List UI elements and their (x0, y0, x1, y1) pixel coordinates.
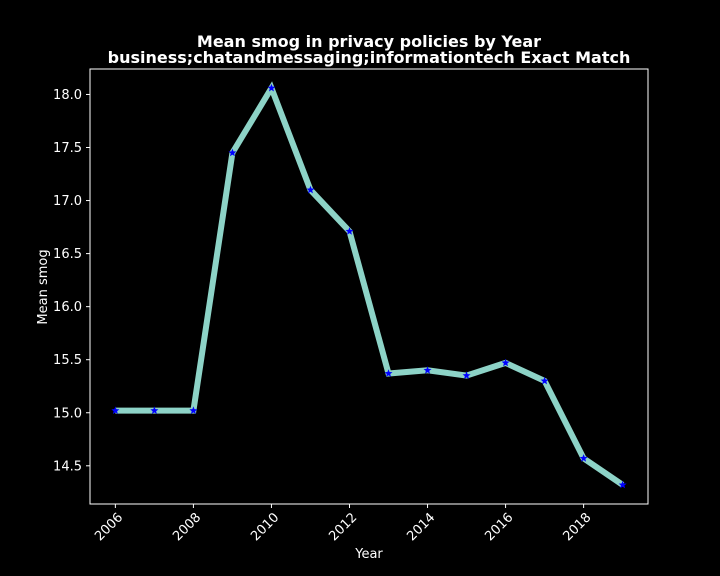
y-axis-label: Mean smog (36, 249, 51, 324)
chart-subtitle: business;chatandmessaging;informationtec… (108, 48, 631, 67)
y-tick-label: 15.5 (53, 353, 82, 368)
data-point-star-icon (267, 83, 276, 92)
data-point-star-icon (540, 376, 549, 385)
data-point-star-icon (306, 185, 315, 194)
data-point-star-icon (384, 369, 393, 377)
y-axis: 14.5 15.0 15.5 16.0 16.5 17.0 17.5 18.0 (53, 88, 90, 474)
data-point-star-icon (579, 454, 588, 462)
y-tick-label: 17.0 (53, 194, 82, 209)
series-line (115, 81, 625, 488)
data-point-star-icon (228, 148, 237, 157)
x-axis-label: Year (354, 547, 383, 562)
data-point-star-icon (423, 366, 432, 374)
y-tick-label: 14.5 (53, 459, 82, 474)
data-point-star-icon (150, 406, 159, 415)
data-point-star-icon (618, 480, 627, 489)
y-tick-label: 18.0 (53, 88, 82, 103)
axes-frame (89, 68, 649, 505)
data-point-star-icon (501, 358, 510, 367)
y-tick-label: 15.0 (53, 406, 82, 421)
data-point-star-icon (462, 371, 471, 380)
y-tick-label: 17.5 (53, 141, 82, 156)
data-point-star-icon (111, 406, 120, 415)
plot-area (89, 68, 649, 505)
y-tick-label: 16.5 (53, 247, 82, 262)
data-point-star-icon (345, 227, 354, 235)
data-point-star-icon (189, 406, 198, 415)
y-tick-label: 16.0 (53, 300, 82, 315)
data-series (111, 81, 627, 489)
chart-title: Mean smog in privacy policies by Year (197, 32, 541, 51)
